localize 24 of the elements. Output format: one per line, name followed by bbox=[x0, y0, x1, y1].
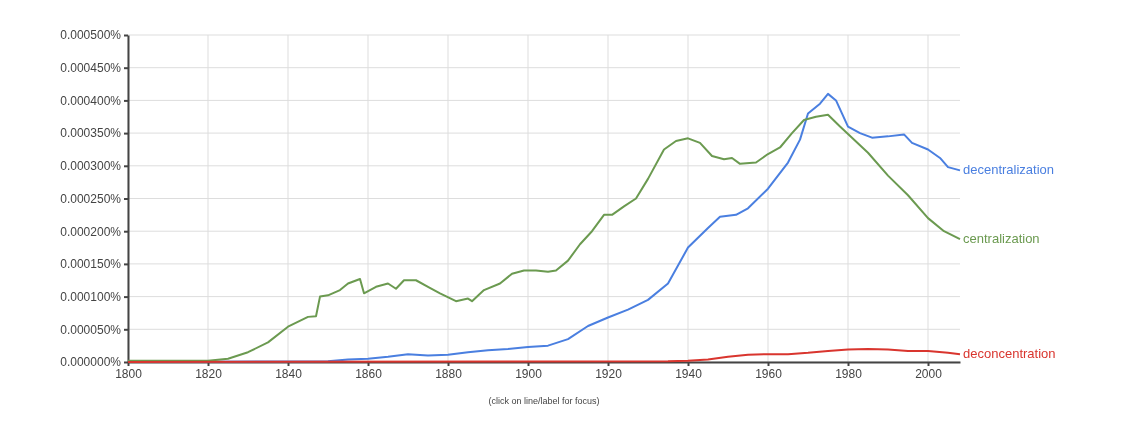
y-tick-label: 0.000050% bbox=[60, 322, 122, 337]
y-tick-label: 0.000450% bbox=[60, 61, 122, 76]
x-tick-label: 1820 bbox=[195, 366, 223, 381]
x-tick-label: 2000 bbox=[915, 366, 943, 381]
y-tick-label: 0.000150% bbox=[60, 257, 122, 272]
x-tick-label: 1840 bbox=[275, 366, 303, 381]
x-tick-label: 1880 bbox=[435, 366, 463, 381]
y-tick-label: 0.000300% bbox=[60, 159, 122, 174]
x-tick-label: 1920 bbox=[595, 366, 623, 381]
y-tick-label: 0.000500% bbox=[60, 28, 122, 43]
x-tick-label: 1940 bbox=[675, 366, 703, 381]
y-tick-label: 0.000200% bbox=[60, 224, 122, 239]
y-tick-label: 0.000400% bbox=[60, 93, 122, 108]
y-tick-label: 0.000250% bbox=[60, 191, 122, 206]
y-tick-label: 0.000350% bbox=[60, 126, 122, 141]
x-tick-label: 1860 bbox=[355, 366, 383, 381]
x-tick-label: 1900 bbox=[515, 366, 543, 381]
x-tick-label: 1980 bbox=[835, 366, 863, 381]
y-tick-label: 0.000100% bbox=[60, 289, 122, 304]
series-label: centralization bbox=[963, 231, 1040, 247]
series-label: decentralization bbox=[963, 162, 1055, 178]
x-tick-label: 1960 bbox=[755, 366, 783, 381]
series-label: deconcentration bbox=[963, 346, 1056, 362]
text: (click on line/label for focus) bbox=[488, 396, 600, 406]
